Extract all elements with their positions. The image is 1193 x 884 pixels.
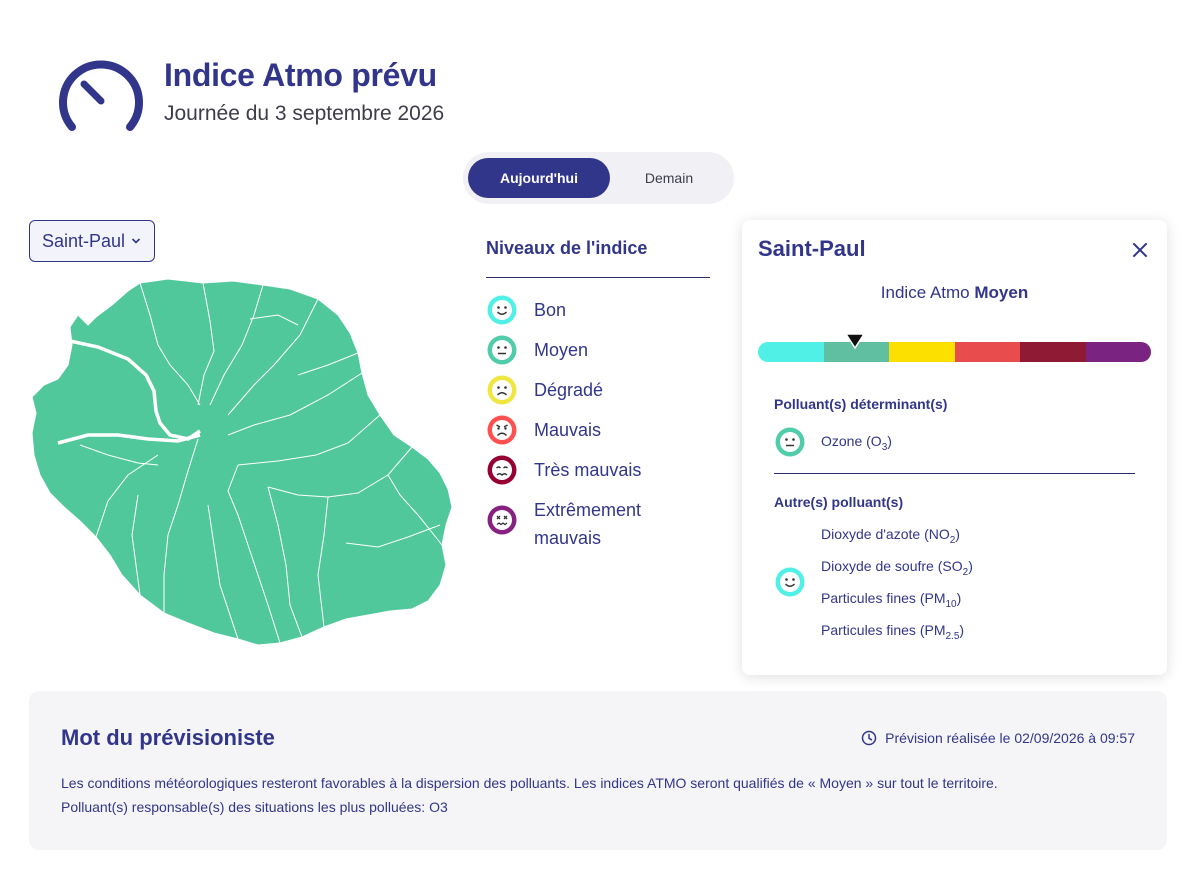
sick-face-icon xyxy=(487,455,517,485)
scale-segment-extremement-mauvais xyxy=(1085,342,1151,362)
index-scale-bar xyxy=(758,342,1151,362)
legend-item-tres-mauvais: Très mauvais xyxy=(486,454,710,494)
forecaster-panel: Mot du prévisioniste Prévision réalisée … xyxy=(29,691,1167,850)
legend-label: Extrêmement mauvais xyxy=(534,500,642,548)
pollutant-pm25: Particules fines (PM2.5) xyxy=(821,622,965,642)
map-river-lines xyxy=(57,339,201,445)
dizzy-face-icon xyxy=(487,505,517,535)
happy-face-icon xyxy=(775,567,805,597)
close-icon[interactable] xyxy=(1130,240,1150,260)
chevron-down-icon xyxy=(131,238,141,244)
page-title: Indice Atmo prévu xyxy=(164,57,437,93)
index-prefix: Indice Atmo xyxy=(880,283,970,302)
index-summary: Indice Atmo Moyen xyxy=(742,283,1167,303)
reunion-map[interactable] xyxy=(28,275,458,655)
scale-segment-moyen xyxy=(823,342,889,362)
map-commune-borders xyxy=(79,282,443,644)
scale-segment-mauvais xyxy=(954,342,1020,362)
sad-face-icon xyxy=(487,375,517,405)
tab-today[interactable]: Aujourd'hui xyxy=(468,158,610,198)
legend-item-bon: Bon xyxy=(486,294,710,334)
forecaster-title: Mot du prévisioniste xyxy=(61,725,275,750)
angry-face-icon xyxy=(487,415,517,445)
forecaster-line-2: Polluant(s) responsable(s) des situation… xyxy=(61,799,448,815)
legend-label: Mauvais xyxy=(534,420,602,440)
clock-icon xyxy=(861,730,877,746)
day-toggle: Demain Aujourd'hui xyxy=(463,152,734,204)
city-select[interactable]: Saint-Paul xyxy=(29,220,155,262)
gauge-icon xyxy=(59,60,143,131)
legend-label: Très mauvais xyxy=(534,460,642,480)
map-island-shape[interactable] xyxy=(31,278,453,646)
city-detail-card: Saint-Paul Indice Atmo Moyen Polluant(s)… xyxy=(742,220,1167,675)
legend-label: Dégradé xyxy=(534,380,604,400)
forecast-date: Prévision réalisée le 02/09/2026 à 09:57 xyxy=(861,730,1135,746)
pollutant-pm10: Particules fines (PM10) xyxy=(821,590,962,610)
tab-tomorrow[interactable]: Demain xyxy=(644,170,694,186)
legend-label: Moyen xyxy=(534,340,589,360)
page-header: Indice Atmo prévu Journée du 3 septembre… xyxy=(58,55,444,135)
happy-face-icon xyxy=(487,295,517,325)
legend-item-mauvais: Mauvais xyxy=(486,414,710,454)
legend-item-degrade: Dégradé xyxy=(486,374,710,414)
forecaster-text: Les conditions météorologiques resteront… xyxy=(61,771,998,819)
forecaster-line-1: Les conditions météorologiques resteront… xyxy=(61,775,998,791)
others-title: Autre(s) polluant(s) xyxy=(774,494,904,510)
page-subtitle: Journée du 3 septembre 2026 xyxy=(164,102,445,125)
determinant-title: Polluant(s) déterminant(s) xyxy=(774,396,948,412)
scale-segment-tres-mauvais xyxy=(1020,342,1086,362)
index-value: Moyen xyxy=(974,283,1029,302)
neutral-face-icon xyxy=(775,427,805,457)
index-marker-icon xyxy=(845,333,865,349)
legend-title: Niveaux de l'indice xyxy=(486,238,710,278)
card-divider xyxy=(774,473,1135,474)
neutral-face-icon xyxy=(487,335,517,365)
forecast-date-text: Prévision réalisée le 02/09/2026 à 09:57 xyxy=(885,730,1135,746)
legend-label: Bon xyxy=(534,300,567,320)
legend-item-extremement-mauvais: Extrêmement mauvais xyxy=(486,494,710,554)
pollutant-ozone: Ozone (O3) xyxy=(821,433,892,453)
scale-segment-degrade xyxy=(889,342,955,362)
legend-item-moyen: Moyen xyxy=(486,334,710,374)
scale-segment-bon xyxy=(758,342,824,362)
card-title: Saint-Paul xyxy=(758,236,866,261)
pollutant-no2: Dioxyde d'azote (NO2) xyxy=(821,526,960,546)
pollutant-so2: Dioxyde de soufre (SO2) xyxy=(821,558,973,578)
index-legend: Niveaux de l'indice Bon Moyen xyxy=(486,238,710,554)
city-select-value: Saint-Paul xyxy=(42,230,126,251)
